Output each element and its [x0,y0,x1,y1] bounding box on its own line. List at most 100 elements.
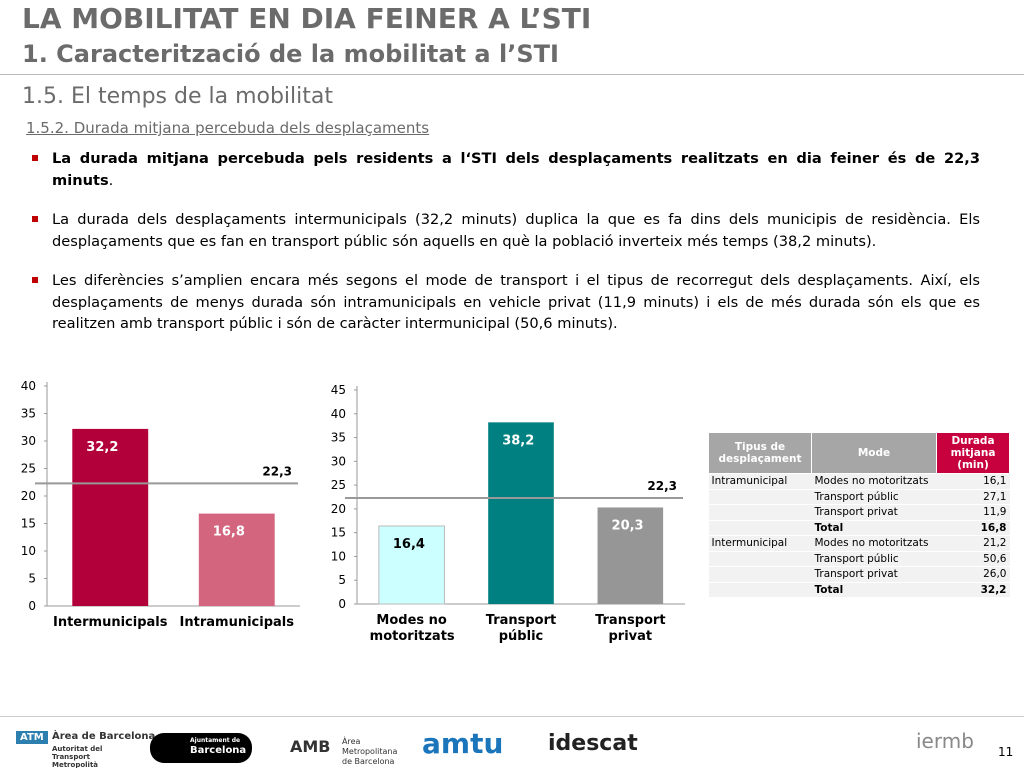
y-tick-label: 30 [21,434,36,448]
bar [597,507,664,604]
value-label: 38,2 [502,433,534,448]
data-table: Tipus de desplaçament Mode Durada mitjan… [708,432,1010,598]
logo-badge [150,733,252,763]
y-tick-label: 10 [331,549,346,563]
reference-label: 22,3 [262,464,292,478]
table-cell: Intermunicipal [708,535,812,552]
x-tick-label: Transport públic [485,613,557,644]
table-row: Intramunicipal Modes no motoritzats 16,1 [708,473,1010,490]
y-tick-label: 40 [21,379,36,393]
logo: Àrea de Barcelona [52,731,156,742]
logo: amtu [422,727,504,760]
logo: AMB [290,737,331,756]
table-row: Intermunicipal Modes no motoritzats 21,2 [708,535,1010,552]
bullet: La durada mitjana percebuda pels residen… [32,148,980,191]
title: LA MOBILITAT EN DIA FEINER A L’STI [22,2,592,35]
y-tick-label: 25 [331,478,346,492]
table-cell: Transport privat [811,504,937,521]
table-cell: Modes no motoritzats [811,535,937,552]
table-cell: 26,0 [936,566,1010,583]
table-cell: Intramunicipal [708,473,812,490]
logo: iermb [916,729,974,753]
bullet-list: La durada mitjana percebuda pels residen… [32,148,980,353]
bullet-text: La durada dels desplaçaments intermunici… [52,211,980,250]
y-tick-label: 0 [338,597,346,611]
table-row: Transport públic 50,6 [708,551,1010,567]
value-label: 16,4 [393,537,425,552]
y-tick-label: 10 [21,544,36,558]
table-row: Transport públic 27,1 [708,489,1010,505]
table-row: Transport privat 11,9 [708,504,1010,521]
table-cell: Transport públic [811,489,937,505]
table-cell [708,582,812,598]
logo: idescat [548,731,638,756]
y-tick-label: 20 [331,502,346,516]
y-tick-label: 25 [21,462,36,476]
value-label: 20,3 [612,518,644,533]
table-cell: 16,8 [936,520,1010,536]
bullet-text: La durada mitjana percebuda pels residen… [52,150,980,189]
table-cell: 16,1 [936,473,1010,490]
table-cell [708,566,812,583]
table-cell [708,551,812,567]
y-tick-label: 0 [28,599,36,613]
reference-label: 22,3 [647,479,677,493]
table-cell [708,504,812,521]
y-tick-label: 15 [331,526,346,540]
table-cell: 11,9 [936,504,1010,521]
x-tick-label: Modes no motoritzats [369,613,455,644]
x-tick-label: Transport privat [595,613,666,644]
bullet: Les diferències s’amplien encara més seg… [32,270,980,335]
y-tick-label: 20 [21,489,36,503]
subsection-title: 1.5.2. Durada mitjana percebuda dels des… [26,119,430,137]
table-cell: 27,1 [936,489,1010,505]
table-cell: Modes no motoritzats [811,473,937,490]
bar [198,513,275,606]
logo: Ajuntament de [190,737,241,744]
value-label: 32,2 [86,440,118,455]
logo: ATM [16,731,48,744]
table-cell: 21,2 [936,535,1010,552]
table-row: Transport privat 26,0 [708,566,1010,583]
x-tick-label: Intermunicipals [53,615,168,630]
footer: ATM Àrea de Barcelona Autoritat del Tran… [0,716,1024,768]
y-tick-label: 35 [331,431,346,445]
table-header: Tipus de desplaçament [708,432,812,474]
section-title: 1.5. El temps de la mobilitat [22,84,333,109]
y-tick-label: 15 [21,517,36,531]
y-tick-label: 45 [331,383,346,397]
y-tick-label: 5 [338,573,346,587]
x-tick-label: Intramunicipals [179,615,294,630]
page-number: 11 [998,745,1014,759]
table-cell: Transport públic [811,551,937,567]
logo: Autoritat del Transport Metropolità [52,745,103,768]
bar [378,525,445,605]
table-cell: 50,6 [936,551,1010,567]
table-cell: 32,2 [936,582,1010,598]
y-tick-label: 40 [331,407,346,421]
bar [72,428,149,606]
table-cell: Transport privat [811,566,937,583]
bar [488,422,554,604]
charts: 0 5 10 15 20 25 30 35 40 32,2 16,8 22,3 0 5 10 15 20 25 30… [21,379,685,613]
y-tick-label: 30 [331,454,346,468]
logo: Barcelona [190,745,247,756]
value-label: 16,8 [213,525,245,540]
bullet-text: . [108,171,114,189]
y-tick-label: 5 [28,572,36,586]
table-row: Total 16,8 [708,520,1010,536]
logo: Àrea Metropolitana de Barcelona [342,737,398,766]
table-row: Total 32,2 [708,582,1010,598]
table-cell [708,489,812,505]
table-cell [708,520,812,536]
bullet: La durada dels desplaçaments intermunici… [32,209,980,252]
table-header: Durada mitjana (min) [936,432,1010,474]
divider [0,74,1024,75]
table-cell: Total [811,520,937,536]
y-tick-label: 35 [21,407,36,421]
subtitle: 1. Caracterització de la mobilitat a l’S… [22,40,559,68]
table-cell: Total [811,582,937,598]
bullet-text: Les diferències s’amplien encara més seg… [52,272,980,332]
table-header: Mode [811,432,937,474]
